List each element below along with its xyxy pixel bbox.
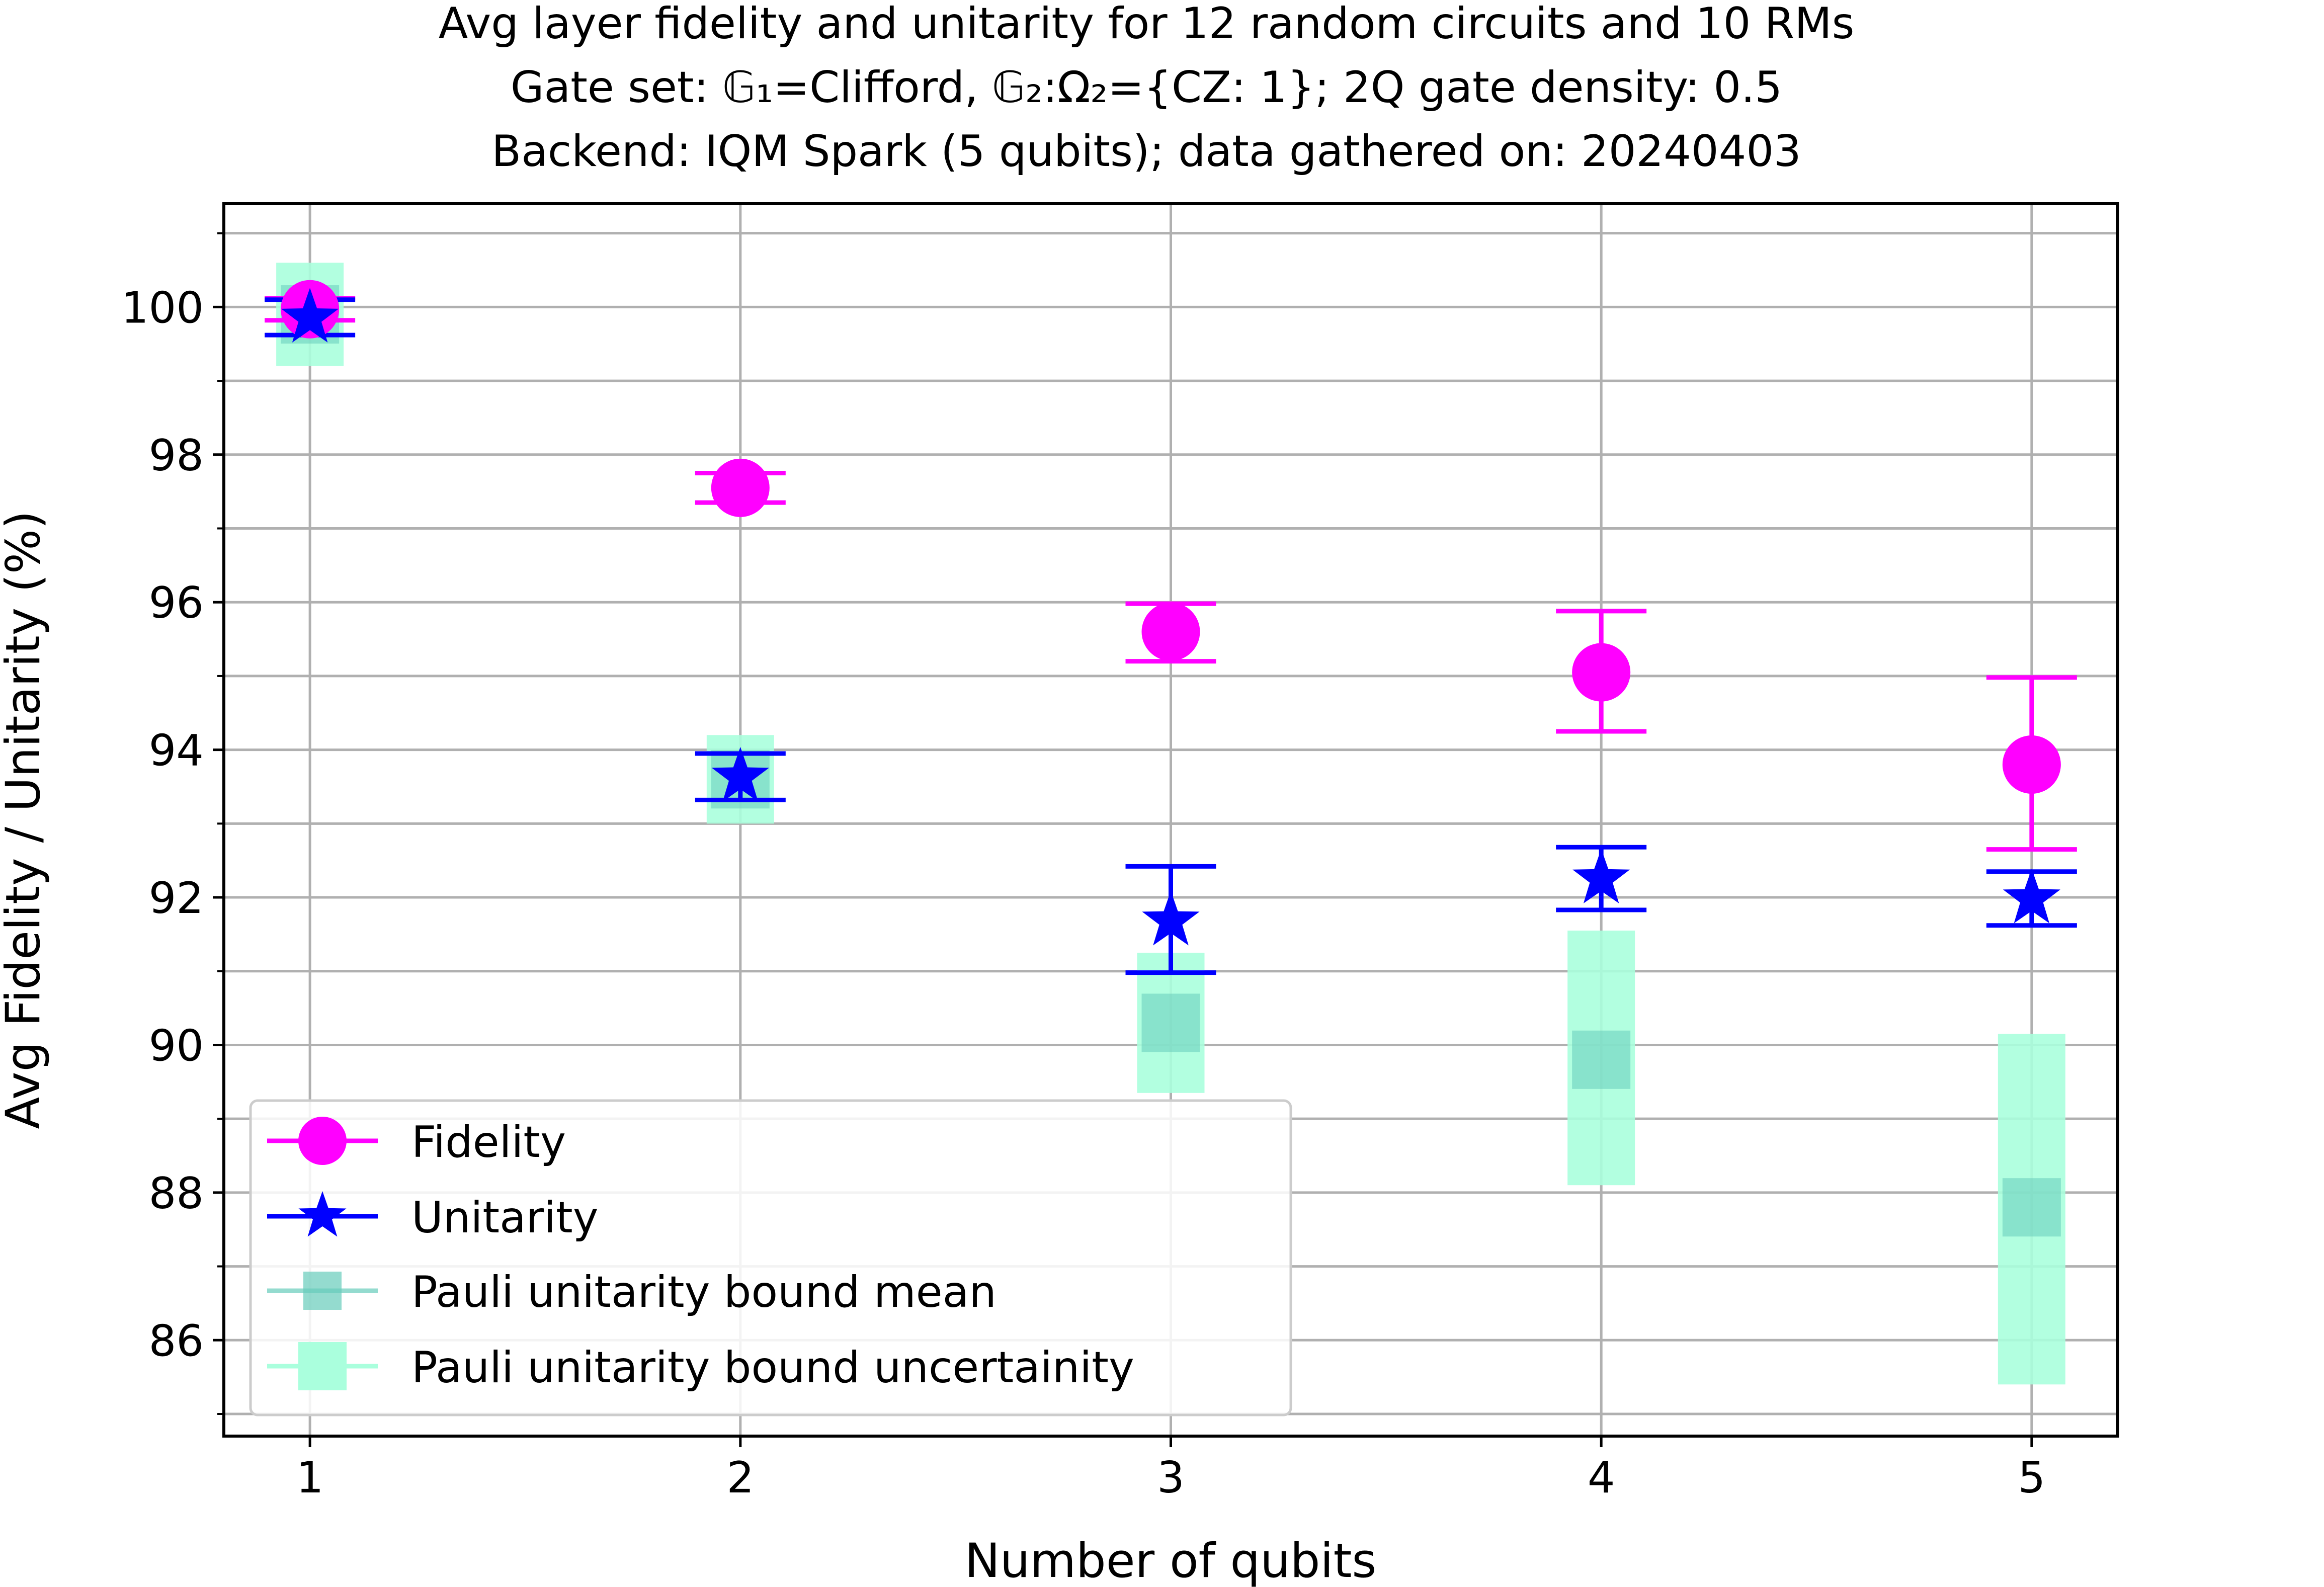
legend-box	[249, 1099, 1292, 1416]
y-tick-label: 86	[149, 1316, 204, 1366]
unitarity-point	[1572, 849, 1630, 903]
x-tick-label: 3	[1157, 1453, 1185, 1503]
y-tick-label: 100	[121, 283, 204, 333]
y-tick-label: 88	[149, 1168, 204, 1219]
legend: Fidelity Unitarity Pauli unitarity bound m…	[249, 1099, 1292, 1416]
fidelity-point	[1141, 602, 1200, 661]
legend-bound-mean-marker	[303, 1272, 342, 1310]
axis-ticks: 1 2 3 4 5 86 88 90 92 94 96 98 100	[121, 232, 2046, 1503]
data-markers	[281, 280, 2061, 946]
x-tick-label: 4	[1588, 1453, 1615, 1503]
chart-title: Avg layer fidelity and unitarity for 12 …	[439, 0, 1855, 177]
legend-unitarity-marker	[298, 1191, 347, 1237]
fidelity-point	[2002, 735, 2061, 794]
fidelity-point	[1572, 643, 1631, 702]
y-axis-label: Avg Fidelity / Unitarity (%)	[0, 511, 51, 1129]
unitarity-point	[281, 288, 339, 343]
x-tick-label: 5	[2018, 1453, 2046, 1503]
x-tick-label: 2	[726, 1453, 754, 1503]
bound-mean-marker	[1572, 1030, 1631, 1089]
chart-title-line-2: Gate set: 𝔾₁=Clifford, 𝔾₂:Ω₂={CZ: 1}; 2Q…	[511, 62, 1782, 113]
y-tick-label: 98	[149, 431, 204, 481]
unitarity-point	[1142, 891, 1200, 946]
legend-bound-uncertainty-marker	[298, 1342, 347, 1390]
chart-title-line-3: Backend: IQM Spark (5 qubits); data gath…	[491, 126, 1801, 177]
x-tick-label: 1	[296, 1453, 324, 1503]
bound-mean-marker	[1141, 993, 1200, 1052]
legend-unitarity-label: Unitarity	[411, 1193, 599, 1243]
unitarity-point	[2003, 869, 2060, 924]
y-tick-label: 90	[149, 1021, 204, 1071]
x-axis-label: Number of qubits	[965, 1534, 1377, 1587]
y-tick-label: 94	[149, 726, 204, 776]
chart-title-line-1: Avg layer fidelity and unitarity for 12 …	[439, 0, 1855, 49]
y-tick-label: 96	[149, 578, 204, 628]
legend-bound-uncertainty-label: Pauli unitarity bound uncertainity	[411, 1343, 1134, 1393]
unitarity-point	[711, 746, 769, 802]
bound-mean-marker	[2002, 1178, 2061, 1237]
legend-fidelity-label: Fidelity	[411, 1117, 566, 1167]
fidelity-point	[711, 458, 770, 517]
legend-fidelity-marker	[298, 1117, 347, 1165]
legend-bound-mean-label: Pauli unitarity bound mean	[411, 1267, 997, 1317]
y-tick-label: 92	[149, 873, 204, 924]
